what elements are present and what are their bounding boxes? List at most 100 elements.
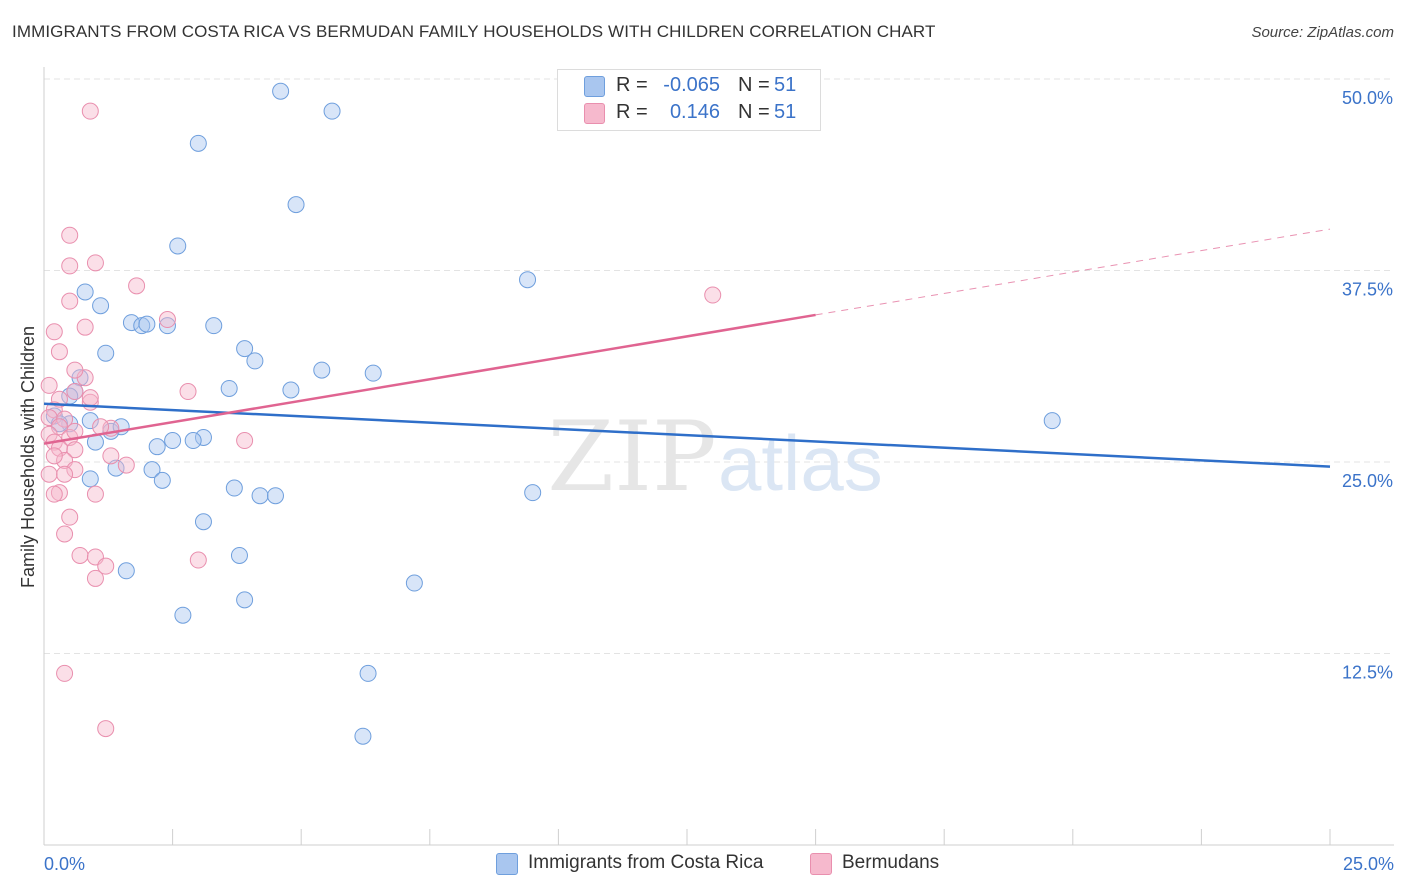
point-costa-rica (189, 134, 207, 152)
point-bermudans (56, 664, 74, 682)
legend-r-label: R = (616, 101, 648, 123)
watermark-zip: ZIP (547, 401, 716, 513)
point-costa-rica (287, 196, 305, 214)
point-bermudans (45, 485, 63, 503)
point-bermudans (45, 323, 63, 341)
legend-r-value: -0.065 (663, 74, 720, 96)
point-bermudans (56, 525, 74, 543)
point-costa-rica (164, 432, 182, 450)
point-bermudans (704, 286, 722, 304)
point-costa-rica (225, 479, 243, 497)
legend-n-value: 51 (774, 74, 797, 96)
point-bermudans (40, 376, 58, 394)
legend-row-bermudans: R = 0.146 N = 51 (558, 100, 820, 127)
point-costa-rica (230, 546, 248, 564)
trendlines (43, 228, 1331, 468)
point-bermudans (86, 254, 104, 272)
watermark-atlas: atlas (718, 419, 883, 507)
y-axis-label: Family Households with Children (18, 326, 38, 588)
point-costa-rica (148, 438, 166, 456)
point-bermudans (40, 465, 58, 483)
y-tick-label: 50.0% (1342, 88, 1393, 108)
point-costa-rica (1043, 412, 1061, 430)
point-costa-rica (194, 513, 212, 531)
point-bermudans (66, 383, 84, 401)
point-bermudans (56, 465, 74, 483)
trendline-bermudans (43, 313, 816, 445)
point-bermudans (66, 361, 84, 379)
axes (43, 67, 1394, 846)
point-bermudans (86, 485, 104, 503)
correlation-legend: R = -0.065 N = 51 R = 0.146 N = 51 (557, 69, 821, 131)
point-costa-rica (272, 82, 290, 100)
point-costa-rica (266, 487, 284, 505)
point-costa-rica (117, 562, 135, 580)
point-bermudans (128, 277, 146, 295)
point-costa-rica (251, 487, 269, 505)
x-tick-label: 0.0% (44, 854, 85, 874)
x-tick-label: 25.0% (1343, 854, 1394, 874)
point-costa-rica (76, 283, 94, 301)
point-costa-rica (138, 315, 156, 333)
point-bermudans (158, 311, 176, 329)
point-costa-rica (323, 102, 341, 120)
point-costa-rica (169, 237, 187, 255)
point-costa-rica (194, 428, 212, 446)
point-costa-rica (359, 664, 377, 682)
trendline-costa-rica (43, 402, 1331, 468)
point-costa-rica (81, 470, 99, 488)
point-costa-rica (246, 352, 264, 370)
point-costa-rica (81, 412, 99, 430)
point-costa-rica (97, 344, 115, 362)
point-costa-rica (524, 484, 542, 502)
legend-r-label: R = (616, 74, 648, 96)
legend-swatch-blue (584, 76, 605, 97)
source-label: Source: ZipAtlas.com (1251, 24, 1394, 41)
point-costa-rica (364, 364, 382, 382)
point-costa-rica (158, 317, 176, 335)
trendline-bermudans-extension (815, 228, 1331, 316)
point-costa-rica (174, 606, 192, 624)
point-bermudans (45, 447, 63, 465)
legend-n-value: 51 (774, 101, 797, 123)
point-bermudans (102, 447, 120, 465)
point-costa-rica (143, 461, 161, 479)
point-bermudans (61, 257, 79, 275)
legend-n-label: N = (738, 101, 770, 123)
point-costa-rica (313, 361, 331, 379)
point-costa-rica (236, 340, 254, 358)
point-costa-rica (405, 574, 423, 592)
grid-lines (44, 78, 1394, 654)
point-bermudans (81, 389, 99, 407)
legend-row-costa-rica: R = -0.065 N = 51 (558, 73, 820, 100)
point-bermudans (66, 441, 84, 459)
point-costa-rica (92, 297, 110, 315)
tick-labels: 12.5% 25.0% 37.5% 50.0% 0.0% 25.0% (44, 88, 1394, 874)
point-costa-rica (153, 471, 171, 489)
point-costa-rica (184, 432, 202, 450)
point-bermudans (61, 508, 79, 526)
point-bermudans (189, 551, 207, 569)
legend-n-label: N = (738, 74, 770, 96)
legend-swatch-blue (496, 853, 518, 875)
point-bermudans (81, 102, 99, 120)
y-tick-label: 12.5% (1342, 663, 1393, 683)
point-bermudans (71, 546, 89, 564)
point-costa-rica (354, 727, 372, 745)
point-bermudans (50, 343, 68, 361)
point-costa-rica (236, 591, 254, 609)
legend-swatch-pink (584, 103, 605, 124)
point-costa-rica (205, 317, 223, 335)
series-costa-rica (45, 82, 1061, 745)
point-bermudans (97, 720, 115, 738)
point-bermudans (61, 226, 79, 244)
point-costa-rica (220, 379, 238, 397)
point-bermudans (236, 432, 254, 450)
point-bermudans (179, 383, 197, 401)
legend-label: Immigrants from Costa Rica (528, 852, 764, 873)
y-tick-label: 37.5% (1342, 280, 1393, 300)
y-tick-label: 25.0% (1342, 471, 1393, 491)
point-bermudans (66, 461, 84, 479)
point-bermudans (117, 456, 135, 474)
